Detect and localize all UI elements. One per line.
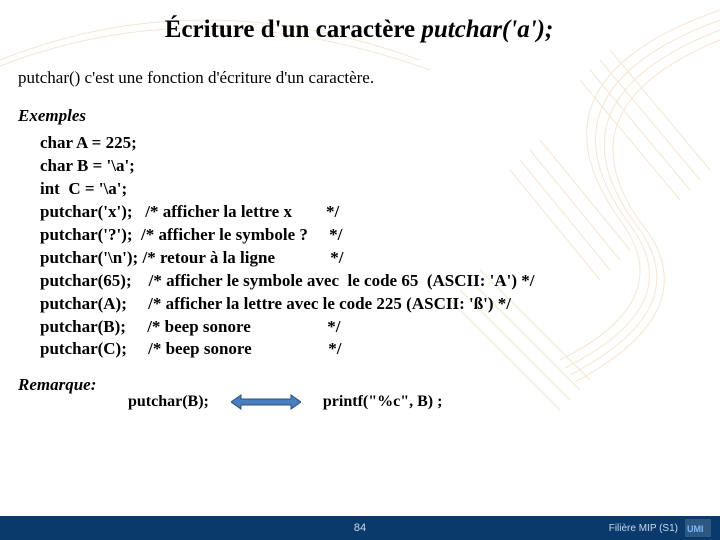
examples-heading: Exemples	[18, 106, 700, 126]
remarque-right: printf("%c", B) ;	[323, 393, 443, 411]
university-logo-icon: UMI	[684, 518, 712, 538]
remarque-equivalence: putchar(B); printf("%c", B) ;	[128, 393, 700, 411]
double-arrow-icon	[231, 393, 301, 411]
title-plain: Écriture d'un caractère	[165, 16, 422, 43]
slide-title: Écriture d'un caractère putchar('a');	[18, 16, 700, 44]
svg-text:UMI: UMI	[687, 524, 704, 534]
remarque-heading: Remarque:	[18, 375, 700, 395]
remarque-left: putchar(B);	[128, 393, 209, 411]
intro-line: putchar() c'est une fonction d'écriture …	[18, 68, 700, 88]
title-code: putchar('a');	[421, 16, 553, 43]
footer-bar: 84 Filière MIP (S1) UMI	[0, 516, 720, 540]
page-number: 84	[354, 522, 366, 534]
footer-right-text: Filière MIP (S1)	[609, 523, 678, 534]
code-block: char A = 225; char B = '\a'; int C = '\a…	[40, 132, 700, 361]
